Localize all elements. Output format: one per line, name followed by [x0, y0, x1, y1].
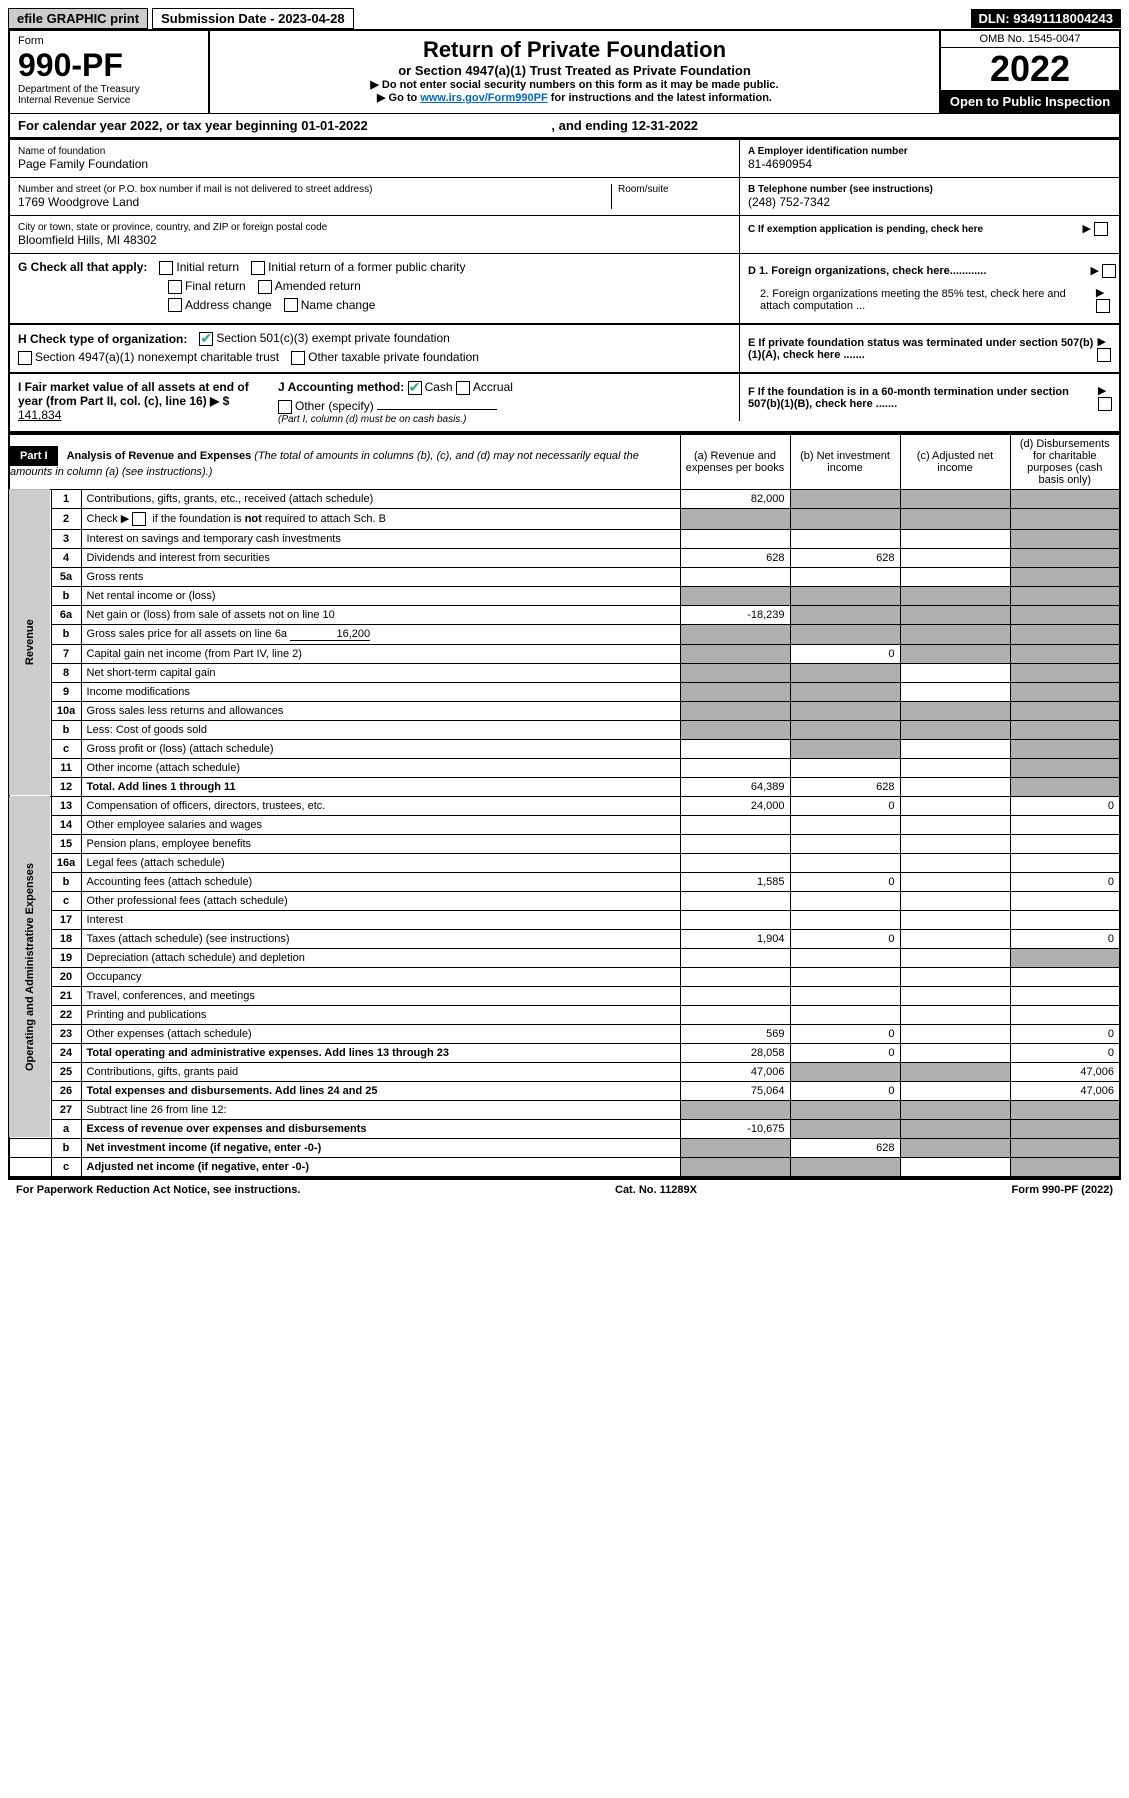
open-public-badge: Open to Public Inspection	[941, 90, 1119, 113]
final-return-cb[interactable]	[168, 280, 182, 294]
e-cb[interactable]	[1097, 348, 1111, 362]
col-a-head: (a) Revenue and expenses per books	[680, 434, 790, 490]
c-label: C If exemption application is pending, c…	[748, 224, 983, 235]
d2-label: 2. Foreign organizations meeting the 85%…	[748, 288, 1096, 312]
ssn-note: ▶ Do not enter social security numbers o…	[216, 78, 933, 91]
top-bar: efile GRAPHIC print Submission Date - 20…	[8, 8, 1121, 29]
h-label: H Check type of organization:	[18, 332, 187, 346]
d1-cb[interactable]	[1102, 264, 1116, 278]
irs-link[interactable]: www.irs.gov/Form990PF	[420, 92, 547, 104]
d1-label: D 1. Foreign organizations, check here..…	[748, 265, 986, 277]
foundation-name: Page Family Foundation	[18, 157, 731, 171]
f-cb[interactable]	[1098, 397, 1112, 411]
j-label: J Accounting method:	[278, 380, 404, 394]
cat-no: Cat. No. 11289X	[615, 1184, 697, 1196]
form-ref: Form 990-PF (2022)	[1012, 1184, 1113, 1196]
ein-label: A Employer identification number	[748, 146, 1111, 157]
c-checkbox[interactable]	[1094, 222, 1108, 236]
goto-pre: ▶ Go to	[377, 92, 420, 104]
other-method-cb[interactable]	[278, 400, 292, 414]
city-label: City or town, state or province, country…	[18, 222, 731, 233]
tel-label: B Telephone number (see instructions)	[748, 184, 1111, 195]
omb-number: OMB No. 1545-0047	[941, 31, 1119, 48]
f-label: F If the foundation is in a 60-month ter…	[748, 386, 1098, 410]
section-h: H Check type of organization: Section 50…	[8, 325, 1121, 374]
fmv-value: 141,834	[18, 408, 61, 422]
form-subtitle: or Section 4947(a)(1) Trust Treated as P…	[216, 63, 933, 78]
amended-return-cb[interactable]	[258, 280, 272, 294]
submission-date: Submission Date - 2023-04-28	[152, 8, 354, 29]
dept-treasury: Department of the Treasury	[18, 84, 200, 95]
tel-value: (248) 752-7342	[748, 195, 1111, 209]
section-i: I Fair market value of all assets at end…	[8, 374, 1121, 433]
col-b-head: (b) Net investment income	[790, 434, 900, 490]
irs-label: Internal Revenue Service	[18, 95, 200, 106]
initial-former-cb[interactable]	[251, 261, 265, 275]
col-d-head: (d) Disbursements for charitable purpose…	[1010, 434, 1120, 490]
cash-cb[interactable]	[408, 381, 422, 395]
dln-badge: DLN: 93491118004243	[971, 9, 1121, 28]
d2-cb[interactable]	[1096, 299, 1110, 313]
expenses-side: Operating and Administrative Expenses	[9, 796, 51, 1138]
form-header: Form 990-PF Department of the Treasury I…	[8, 29, 1121, 113]
addr-label: Number and street (or P.O. box number if…	[18, 184, 611, 195]
cash-note: (Part I, column (d) must be on cash basi…	[278, 414, 513, 425]
tax-year: 2022	[941, 48, 1119, 90]
e-label: E If private foundation status was termi…	[748, 337, 1097, 361]
col-c-head: (c) Adjusted net income	[900, 434, 1010, 490]
part1-title: Analysis of Revenue and Expenses	[67, 450, 252, 462]
address-change-cb[interactable]	[168, 298, 182, 312]
form-title: Return of Private Foundation	[216, 37, 933, 63]
name-label: Name of foundation	[18, 146, 731, 157]
efile-button[interactable]: efile GRAPHIC print	[8, 8, 148, 29]
initial-return-cb[interactable]	[159, 261, 173, 275]
foundation-city: Bloomfield Hills, MI 48302	[18, 233, 731, 247]
goto-post: for instructions and the latest informat…	[548, 92, 772, 104]
foundation-info: Name of foundation Page Family Foundatio…	[8, 138, 1121, 254]
s501-cb[interactable]	[199, 332, 213, 346]
calendar-year-row: For calendar year 2022, or tax year begi…	[8, 113, 1121, 138]
paperwork-note: For Paperwork Reduction Act Notice, see …	[16, 1184, 300, 1196]
section-g: G Check all that apply: Initial return I…	[8, 254, 1121, 325]
revenue-side: Revenue	[9, 489, 51, 796]
s4947-cb[interactable]	[18, 351, 32, 365]
name-change-cb[interactable]	[284, 298, 298, 312]
analysis-table: Part I Analysis of Revenue and Expenses …	[8, 433, 1121, 1178]
sch-b-cb[interactable]	[132, 512, 146, 526]
footer: For Paperwork Reduction Act Notice, see …	[8, 1178, 1121, 1200]
form-label: Form	[18, 35, 200, 47]
other-taxable-cb[interactable]	[291, 351, 305, 365]
ein-value: 81-4690954	[748, 157, 1111, 171]
form-number: 990-PF	[18, 47, 200, 84]
i-label: I Fair market value of all assets at end…	[18, 380, 249, 408]
g-label: G Check all that apply:	[18, 260, 147, 274]
foundation-address: 1769 Woodgrove Land	[18, 195, 611, 209]
accrual-cb[interactable]	[456, 381, 470, 395]
room-label: Room/suite	[618, 184, 731, 195]
